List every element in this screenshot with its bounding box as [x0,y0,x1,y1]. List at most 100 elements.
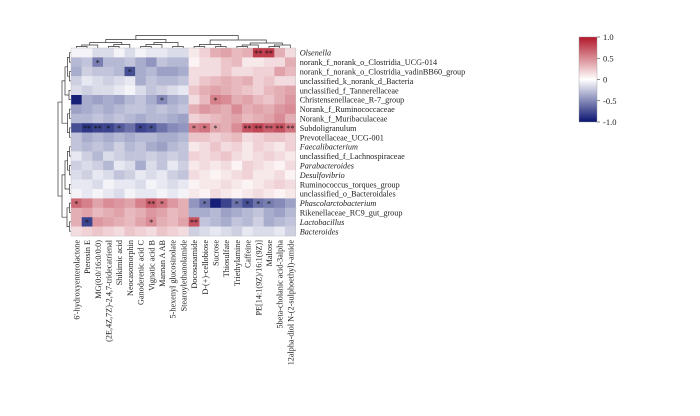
heatmap-cell [124,132,136,143]
row-label: Bacteroides [300,227,339,236]
heatmap-cell [92,142,104,152]
heatmap-cell [178,123,189,133]
heatmap-cell [263,207,275,218]
heatmap-cell [71,85,82,96]
significance-star: * [213,124,217,133]
heatmap-cell [71,113,82,124]
column-label: Vignatic acid B [147,239,156,290]
column-labels: 6'-hydroxyenterolactone Pterosin E MG(0:0/… [72,239,295,365]
heatmap-cell [167,48,179,58]
heatmap-cell [188,189,200,199]
heatmap-cell [199,198,211,208]
heatmap-cell [113,189,125,199]
column-label: Thiosulfate [222,240,231,278]
heatmap-cell [81,189,93,199]
heatmap-cell [178,57,189,67]
heatmap-cell [113,48,125,58]
heatmap-cell [178,189,189,199]
heatmap-cell [285,142,296,152]
significance-star: ** [83,124,91,133]
heatmap-cell [81,66,93,77]
heatmap-cell [92,48,104,58]
heatmap-cell [252,57,264,67]
significance-star: * [106,124,110,133]
heatmap-cell [220,217,232,227]
heatmap-cell [103,217,114,227]
heatmap-cell [81,57,93,67]
heatmap-cell [156,104,168,114]
heatmap-cell [199,132,211,143]
heatmap-cell [135,207,147,218]
heatmap-cell [71,57,82,67]
heatmap-cell [263,123,275,133]
heatmap-cell [124,207,136,218]
heatmap-cell [252,85,264,96]
column-label: Pterosin E [83,240,92,274]
heatmap-cell [81,226,93,237]
heatmap-cell [81,85,93,96]
heatmap-cell [71,189,82,199]
row-label: Desulfovibrio [299,171,345,180]
heatmap-cell [231,76,243,86]
heatmap-cell [167,226,179,237]
heatmap-cell [81,198,93,208]
heatmap-cell [210,57,221,67]
heatmap-cell [188,57,200,67]
colorbar-tick-label: -1.0 [603,117,616,127]
heatmap-cell [145,113,157,124]
heatmap-cell [188,217,200,227]
heatmap-cell [113,57,125,67]
heatmap-cell [210,104,221,114]
heatmap-cell [231,160,243,171]
heatmap-cell [113,142,125,152]
heatmap-cell [252,142,264,152]
heatmap-cell [263,226,275,237]
heatmap-cell [199,48,211,58]
heatmap-cell [145,142,157,152]
significance-star: * [192,124,196,133]
heatmap-cell [92,160,104,171]
heatmap-cell [188,142,200,152]
heatmap-cell [113,132,125,143]
heatmap-cell [156,123,168,133]
colorbar-tick-label: 1.0 [603,32,614,42]
heatmap-cell [156,66,168,77]
heatmap-cell [113,170,125,180]
heatmap-cell [124,123,136,133]
significance-star: * [160,199,164,208]
heatmap-cell [252,170,264,180]
significance-star: ** [190,218,198,227]
heatmap-cell [71,207,82,218]
colorbar-tick-label: 0.5 [603,53,614,63]
heatmap-cell [242,217,254,227]
heatmap-cell [92,207,104,218]
heatmap-cell [263,85,275,96]
heatmap-cell [274,151,286,161]
heatmap-cell [242,170,254,180]
heatmap-cell [167,160,179,171]
heatmap-cell [210,95,221,105]
heatmap-cell [113,179,125,190]
heatmap-cell [156,170,168,180]
heatmap-cell [178,76,189,86]
heatmap-cell [113,207,125,218]
row-label: Lactobacillus [299,218,345,227]
heatmap-cell [81,142,93,152]
heatmap-cell [167,179,179,190]
heatmap-cell [231,198,243,208]
heatmap-cells [70,47,296,237]
row-label: Prevotellaceae_UCG-001 [300,133,384,142]
heatmap-cell [167,123,179,133]
heatmap-cell [124,113,136,124]
heatmap-cell [135,170,147,180]
heatmap-cell [210,198,221,208]
heatmap-cell [242,207,254,218]
significance-star: ** [94,124,102,133]
heatmap-cell [220,160,232,171]
heatmap-cell [231,170,243,180]
heatmap-cell [103,76,114,86]
heatmap-cell [156,151,168,161]
heatmap-cell [145,170,157,180]
heatmap-cell [113,123,125,133]
